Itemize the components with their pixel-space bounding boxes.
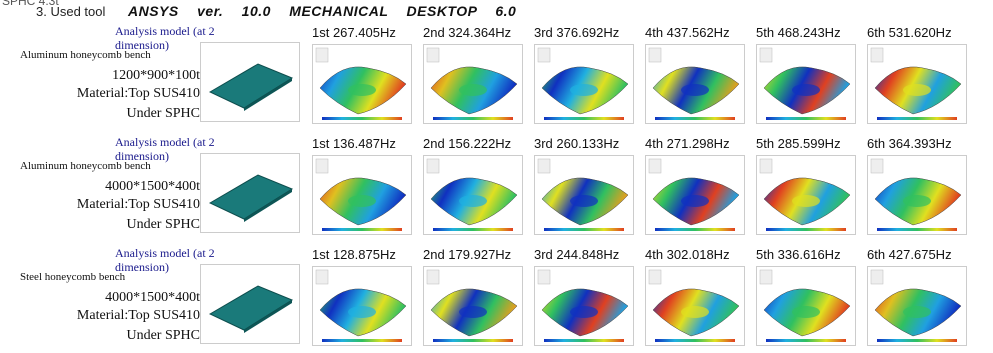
mode-image xyxy=(534,155,634,235)
mode-label: 5th 468.243Hz xyxy=(756,25,841,40)
tool-label: 3. Used tool xyxy=(36,4,105,19)
mode-image xyxy=(423,266,523,346)
model-image xyxy=(200,153,300,233)
model-image xyxy=(200,42,300,122)
mode-label: 3rd 376.692Hz xyxy=(534,25,619,40)
mode-label: 5th 285.599Hz xyxy=(756,136,841,151)
mode-label: 4th 302.018Hz xyxy=(645,247,730,262)
mode-label: 1st 267.405Hz xyxy=(312,25,396,40)
mode-image xyxy=(756,266,856,346)
bench-size: 1200*900*100t xyxy=(0,68,200,84)
tool-name: ANSYS ver. 10.0 MECHANICAL DESKTOP 6.0 xyxy=(128,3,516,19)
mode-image xyxy=(867,44,967,124)
mode-label: 2nd 156.222Hz xyxy=(423,136,511,151)
bench-name: Aluminum honeycomb bench xyxy=(20,160,151,172)
bench-name: Aluminum honeycomb bench xyxy=(20,49,151,61)
mode-label: 6th 531.620Hz xyxy=(867,25,952,40)
mode-image xyxy=(867,266,967,346)
bench-name: Steel honeycomb bench xyxy=(20,271,125,283)
under-material: Under SPHC xyxy=(0,106,200,122)
model-image xyxy=(200,264,300,344)
mode-image xyxy=(423,44,523,124)
mode-label: 4th 437.562Hz xyxy=(645,25,730,40)
mode-image xyxy=(867,155,967,235)
under-material: Under SPHC xyxy=(0,217,200,233)
mode-label: 2nd 179.927Hz xyxy=(423,247,511,262)
mode-label: 5th 336.616Hz xyxy=(756,247,841,262)
mode-label: 1st 136.487Hz xyxy=(312,136,396,151)
mode-image xyxy=(534,266,634,346)
mode-image xyxy=(312,155,412,235)
mode-image xyxy=(645,266,745,346)
mode-label: 2nd 324.364Hz xyxy=(423,25,511,40)
mode-label: 4th 271.298Hz xyxy=(645,136,730,151)
mode-image xyxy=(645,155,745,235)
under-material: Under SPHC xyxy=(0,328,200,344)
material: Material:Top SUS410 xyxy=(0,197,200,213)
mode-label: 3rd 244.848Hz xyxy=(534,247,619,262)
mode-label: 3rd 260.133Hz xyxy=(534,136,619,151)
material: Material:Top SUS410 xyxy=(0,86,200,102)
bench-size: 4000*1500*400t xyxy=(0,179,200,195)
mode-image xyxy=(423,155,523,235)
material: Material:Top SUS410 xyxy=(0,308,200,324)
mode-image xyxy=(312,266,412,346)
mode-image xyxy=(756,44,856,124)
mode-label: 6th 364.393Hz xyxy=(867,136,952,151)
mode-label: 6th 427.675Hz xyxy=(867,247,952,262)
bench-size: 4000*1500*400t xyxy=(0,290,200,306)
mode-image xyxy=(645,44,745,124)
mode-image xyxy=(756,155,856,235)
mode-image xyxy=(534,44,634,124)
page: SPHC 4.3t 3. Used tool ANSYS ver. 10.0 M… xyxy=(0,0,993,353)
mode-image xyxy=(312,44,412,124)
mode-label: 1st 128.875Hz xyxy=(312,247,396,262)
